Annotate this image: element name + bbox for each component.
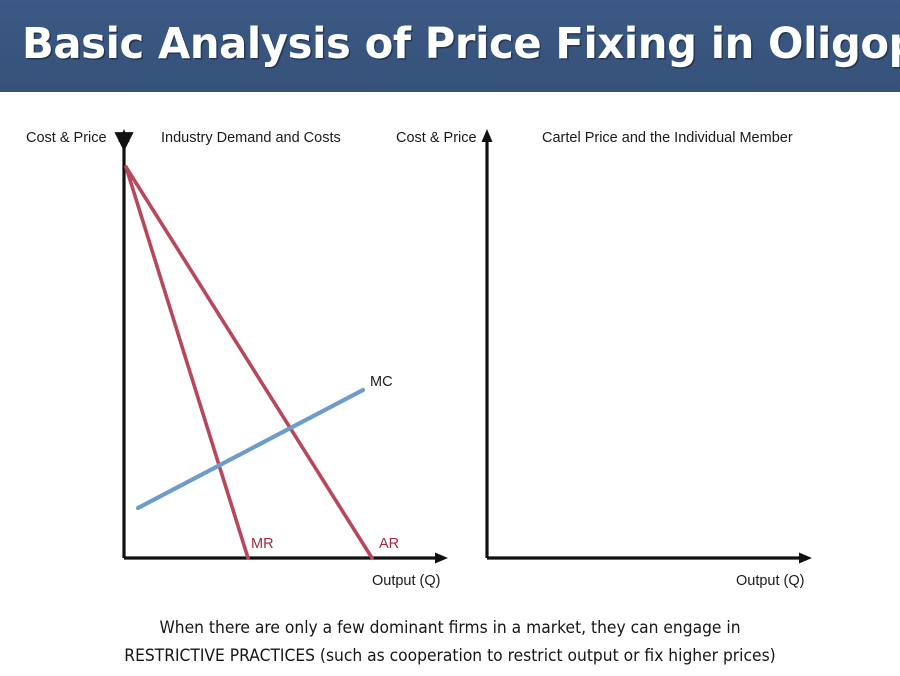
left-panel-title: Industry Demand and Costs [161, 130, 341, 146]
right-panel-title: Cartel Price and the Individual Member [542, 130, 793, 146]
slide-caption: When there are only a few dominant firms… [27, 614, 873, 670]
left-x-axis-arrowhead [435, 552, 448, 564]
right-x-axis-arrowhead [799, 552, 812, 564]
right-x-axis-label: Output (Q) [736, 573, 805, 589]
right-y-axis-label: Cost & Price [396, 130, 477, 146]
caption-line-1: When there are only a few dominant firms… [159, 618, 741, 637]
left-chart-axes [114, 129, 448, 564]
caption-line-2: RESTRICTIVE PRACTICES (such as cooperati… [124, 646, 776, 665]
right-chart-axes [481, 129, 812, 564]
mc-curve-label: MC [370, 374, 393, 390]
left-y-axis-arrowhead [118, 129, 130, 142]
charts-canvas [114, 129, 812, 564]
title-bar: Basic Analysis of Price Fixing in Oligop… [0, 0, 900, 92]
slide-body: Cost & Price Industry Demand and Costs O… [0, 92, 900, 676]
mr-curve-label: MR [251, 536, 274, 552]
page-title: Basic Analysis of Price Fixing in Oligop… [22, 19, 900, 69]
left-chart-curves [124, 165, 374, 560]
left-y-axis-label: Cost & Price [26, 130, 107, 146]
left-x-axis-label: Output (Q) [372, 573, 441, 589]
mc-curve [135, 387, 366, 511]
ar-curve [124, 165, 374, 560]
right-y-axis-arrowhead [481, 129, 493, 142]
mr-curve [124, 165, 250, 560]
ar-curve-label: AR [379, 536, 400, 552]
